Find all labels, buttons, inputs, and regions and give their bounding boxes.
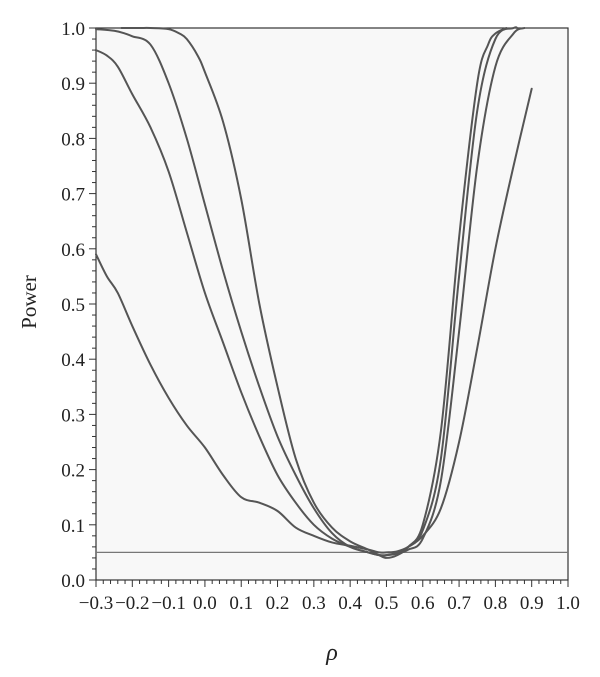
- y-tick-label: 0.2: [61, 461, 85, 482]
- x-tick-label: 0.5: [375, 593, 399, 614]
- x-axis-title: ρ: [325, 640, 338, 666]
- series-line-4: [120, 26, 508, 559]
- series-layer: [95, 26, 533, 559]
- x-tick-label: −0.2: [115, 593, 149, 614]
- y-tick-label: 0.7: [61, 185, 85, 206]
- x-tick-label: 0.7: [447, 593, 471, 614]
- y-tick-label: 1.0: [61, 19, 85, 40]
- x-axis: −0.3 −0.2 −0.1 0.0 0.1 0.2 0.3 0.4 0.5 0.6 0.7 0.8 0…: [79, 580, 580, 614]
- y-tick-label: 0.6: [61, 240, 85, 261]
- series-line-2: [95, 27, 526, 557]
- y-tick-label: 0.0: [61, 571, 85, 592]
- series-line-1: [95, 87, 533, 554]
- x-tick-label: 0.6: [411, 593, 435, 614]
- y-axis-title: Power: [17, 275, 41, 329]
- x-tick-label: −0.1: [151, 593, 185, 614]
- x-tick-label: 0.8: [484, 593, 508, 614]
- y-tick-label: 0.8: [61, 129, 85, 150]
- y-tick-label: 0.1: [61, 516, 85, 537]
- x-tick-label: 0.9: [520, 593, 544, 614]
- y-tick-label: 0.9: [61, 74, 85, 95]
- x-tick-label: 1.0: [556, 593, 580, 614]
- x-tick-label: 0.1: [229, 593, 253, 614]
- series-line-3: [95, 26, 519, 557]
- y-tick-label: 0.4: [61, 350, 85, 371]
- y-tick-label: 0.3: [61, 405, 85, 426]
- x-tick-label: 0.2: [266, 593, 290, 614]
- x-tick-label: 0.0: [193, 593, 217, 614]
- plot-area: [95, 27, 569, 581]
- x-tick-label: 0.3: [302, 593, 326, 614]
- y-axis: 0.0 0.1 0.2 0.3 0.4 0.5 0.6 0.7 0.8 0.9 1.0: [61, 19, 96, 592]
- y-tick-label: 0.5: [61, 295, 85, 316]
- x-tick-label: 0.4: [338, 593, 362, 614]
- x-tick-label: −0.3: [79, 593, 113, 614]
